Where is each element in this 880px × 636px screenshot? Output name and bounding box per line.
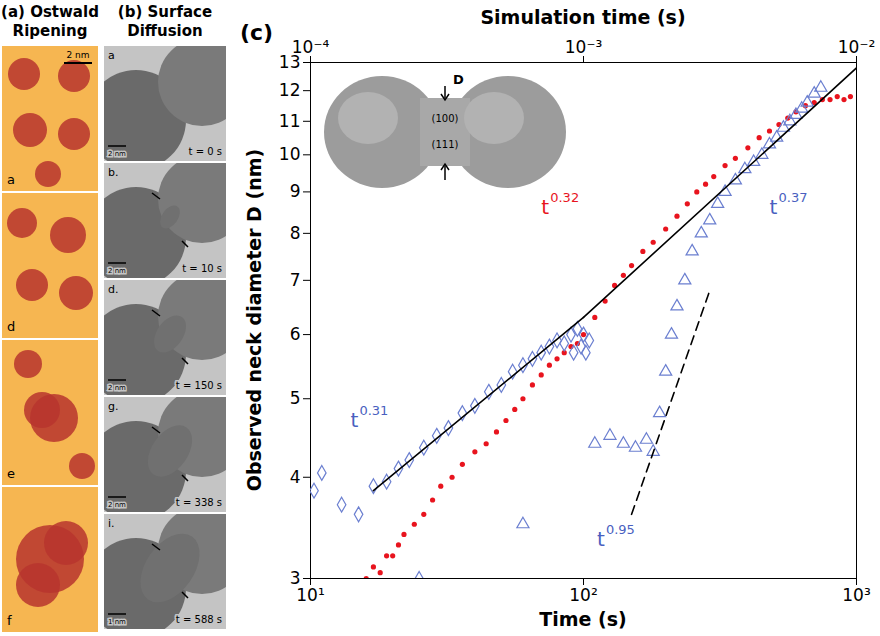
svg-text:2 nm: 2 nm bbox=[108, 150, 126, 158]
svg-text:0.37: 0.37 bbox=[778, 190, 807, 205]
svg-text:e: e bbox=[7, 466, 15, 481]
svg-text:10⁻⁴: 10⁻⁴ bbox=[292, 37, 330, 57]
svg-text:t = 150 s: t = 150 s bbox=[176, 380, 222, 391]
svg-text:(b) SurfaceDiffusion: (b) SurfaceDiffusion bbox=[118, 3, 212, 40]
svg-text:7: 7 bbox=[290, 270, 301, 290]
svg-text:9: 9 bbox=[290, 181, 301, 201]
svg-text:f: f bbox=[7, 613, 12, 628]
svg-text:t: t bbox=[597, 527, 605, 551]
svg-text:(111): (111) bbox=[432, 139, 459, 150]
svg-text:10²: 10² bbox=[569, 585, 597, 605]
svg-text:i.: i. bbox=[108, 517, 115, 530]
svg-text:0.31: 0.31 bbox=[359, 403, 388, 418]
svg-text:D: D bbox=[453, 72, 464, 87]
svg-text:10⁻²: 10⁻² bbox=[838, 37, 875, 57]
svg-text:d: d bbox=[7, 319, 15, 334]
svg-text:13: 13 bbox=[279, 52, 301, 72]
svg-text:10⁻³: 10⁻³ bbox=[565, 37, 602, 57]
svg-text:d.: d. bbox=[108, 283, 118, 296]
svg-text:4: 4 bbox=[290, 467, 301, 487]
svg-text:5: 5 bbox=[290, 388, 301, 408]
svg-text:(a) OstwaldRipening: (a) OstwaldRipening bbox=[1, 3, 99, 40]
svg-text:Time (s): Time (s) bbox=[539, 608, 626, 630]
svg-text:t: t bbox=[350, 408, 358, 432]
svg-text:12: 12 bbox=[279, 80, 301, 100]
svg-text:2 nm: 2 nm bbox=[108, 501, 126, 509]
svg-text:t: t bbox=[541, 195, 549, 219]
svg-text:2 nm: 2 nm bbox=[66, 50, 89, 60]
svg-text:0.95: 0.95 bbox=[606, 522, 635, 537]
svg-text:t = 338 s: t = 338 s bbox=[176, 497, 222, 508]
svg-text:(c): (c) bbox=[240, 20, 273, 45]
svg-text:t = 10 s: t = 10 s bbox=[182, 263, 222, 274]
svg-text:2 nm: 2 nm bbox=[108, 384, 126, 392]
svg-text:g.: g. bbox=[108, 400, 118, 413]
svg-text:b.: b. bbox=[108, 166, 118, 179]
svg-text:10³: 10³ bbox=[842, 585, 870, 605]
svg-text:t = 0 s: t = 0 s bbox=[189, 146, 222, 157]
svg-text:Simulation time (s): Simulation time (s) bbox=[480, 6, 685, 28]
svg-text:a: a bbox=[108, 49, 115, 62]
svg-text:(100): (100) bbox=[432, 113, 459, 124]
svg-text:a: a bbox=[7, 172, 15, 187]
svg-text:8: 8 bbox=[290, 223, 301, 243]
svg-text:10: 10 bbox=[279, 144, 301, 164]
svg-text:2 nm: 2 nm bbox=[108, 267, 126, 275]
svg-text:10¹: 10¹ bbox=[296, 585, 324, 605]
svg-text:Observed neck diameter D (nm): Observed neck diameter D (nm) bbox=[243, 149, 265, 491]
svg-text:1 nm: 1 nm bbox=[108, 618, 126, 626]
svg-text:t = 588 s: t = 588 s bbox=[176, 614, 222, 625]
svg-text:11: 11 bbox=[279, 111, 301, 131]
svg-text:0.32: 0.32 bbox=[550, 190, 579, 205]
svg-text:6: 6 bbox=[290, 324, 301, 344]
svg-text:3: 3 bbox=[290, 568, 301, 588]
svg-text:t: t bbox=[769, 195, 777, 219]
